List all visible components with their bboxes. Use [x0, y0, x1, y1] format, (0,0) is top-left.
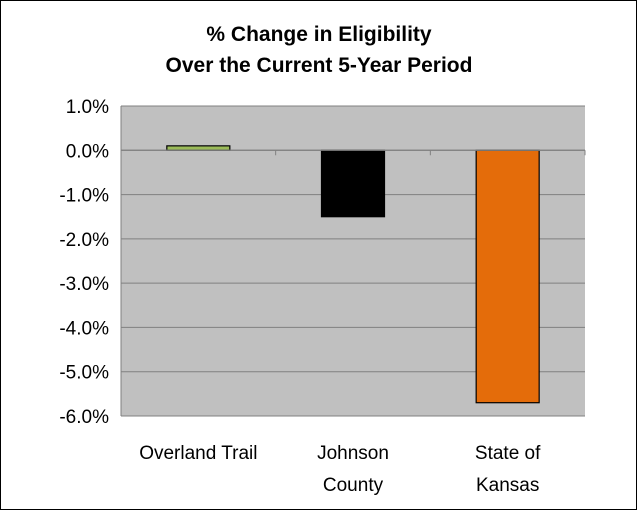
- y-tick-label: -3.0%: [59, 274, 109, 295]
- plot-area: 1.0% 0.0% -1.0% -2.0% -3.0% -4.0% -5.0% -6.0% Ov…: [59, 97, 586, 496]
- x-category-label: Kansas: [476, 475, 539, 496]
- y-tick-label: -6.0%: [59, 407, 109, 428]
- y-tick-label: -2.0%: [59, 230, 109, 251]
- bar: [166, 145, 231, 151]
- bar: [320, 149, 386, 218]
- y-tick-label: -5.0%: [59, 363, 109, 384]
- x-category-label: Johnson: [317, 443, 389, 464]
- chart-title-line-1: % Change in Eligibility: [206, 23, 432, 46]
- y-tick-label: 0.0%: [66, 141, 109, 162]
- y-tick-label: -4.0%: [59, 318, 109, 339]
- bar: [475, 149, 540, 404]
- y-tick-label: -1.0%: [59, 186, 109, 207]
- chart-title-line-2: Over the Current 5-Year Period: [166, 54, 473, 77]
- y-tick-label: 1.0%: [66, 97, 109, 118]
- x-category-label: Overland Trail: [139, 443, 257, 464]
- x-category-label: County: [323, 475, 384, 496]
- x-category-label: State of: [475, 443, 541, 464]
